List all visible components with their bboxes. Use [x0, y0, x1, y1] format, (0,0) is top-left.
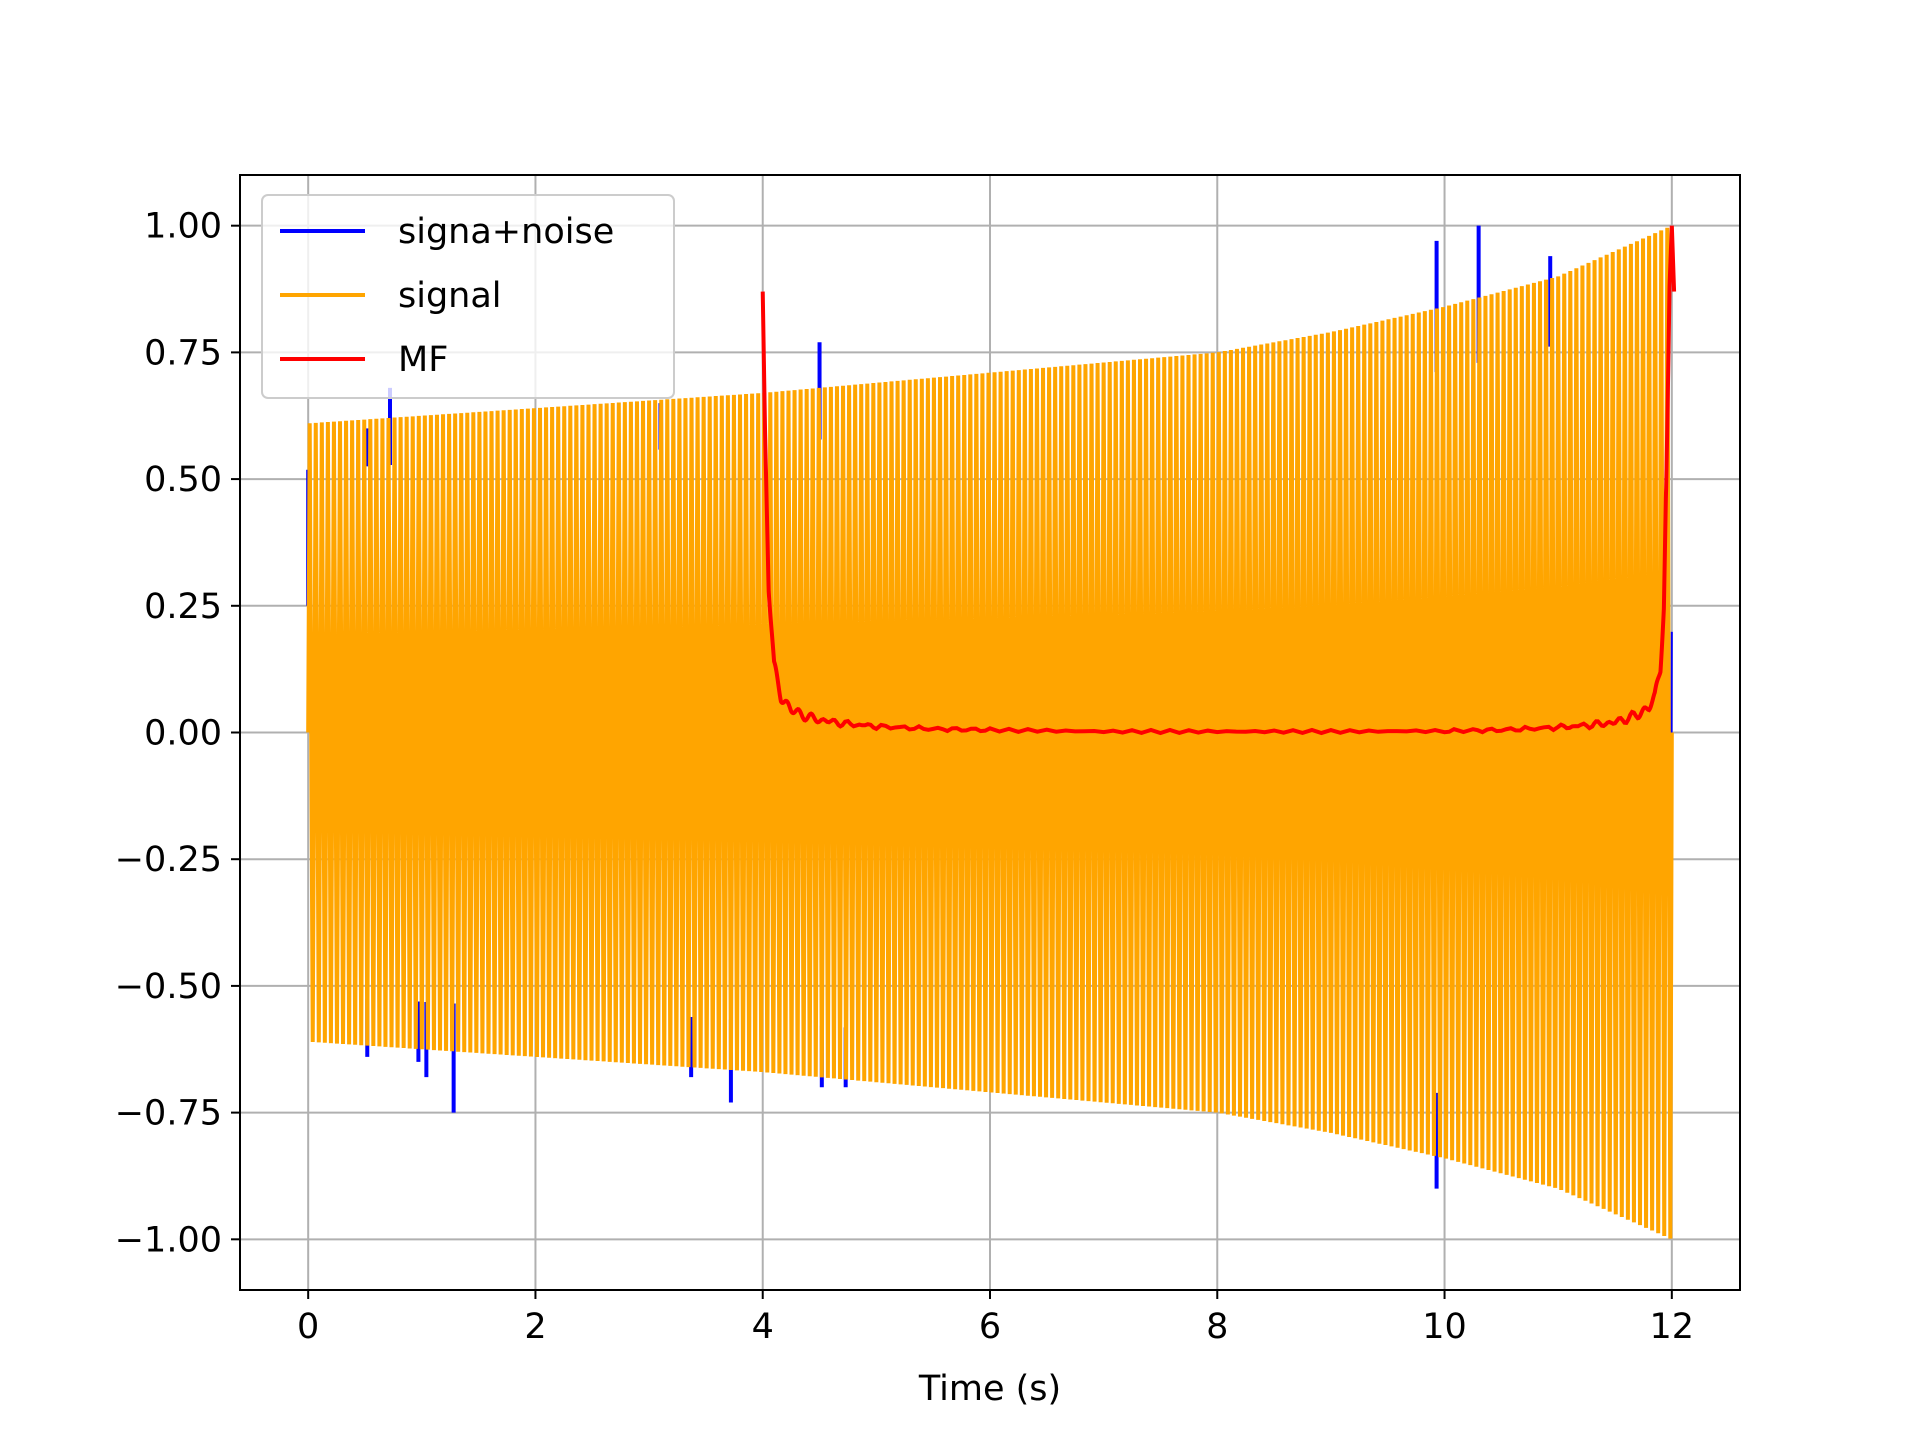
x-tick-label: 6: [979, 1307, 1001, 1347]
y-tick-label: 0.00: [144, 714, 222, 754]
plot-lines: [306, 225, 1677, 1239]
x-tick-label: 2: [524, 1307, 546, 1347]
legend-label: MF: [398, 340, 448, 380]
legend-label: signal: [398, 276, 502, 316]
x-tick-label: 4: [752, 1307, 774, 1347]
legend: signa+noise signal MF: [261, 194, 675, 399]
x-tick-label: 12: [1650, 1307, 1695, 1347]
y-tick-label: −0.25: [115, 840, 222, 880]
y-tick-label: 0.75: [144, 333, 222, 373]
x-axis-label: Time (s): [918, 1369, 1061, 1409]
y-tick-label: −0.75: [115, 1094, 222, 1134]
y-tick-label: −0.50: [115, 967, 222, 1007]
series-mf-line: [760, 225, 1677, 736]
y-tick-label: 0.25: [144, 587, 222, 627]
x-tick-label: 10: [1422, 1307, 1467, 1347]
y-tick-label: −1.00: [115, 1220, 222, 1260]
legend-box: [261, 194, 675, 399]
x-tick-label: 0: [297, 1307, 319, 1347]
legend-label: signa+noise: [398, 212, 614, 252]
x-tick-label: 8: [1206, 1307, 1228, 1347]
y-tick-label: 0.50: [144, 460, 222, 500]
y-tick-label: 1.00: [144, 207, 222, 247]
ticks: 0 2 4 6 8 10 12 −1.00 −0.75 −0.50 −0.25 0.00 0.25 0.5…: [115, 207, 1694, 1347]
